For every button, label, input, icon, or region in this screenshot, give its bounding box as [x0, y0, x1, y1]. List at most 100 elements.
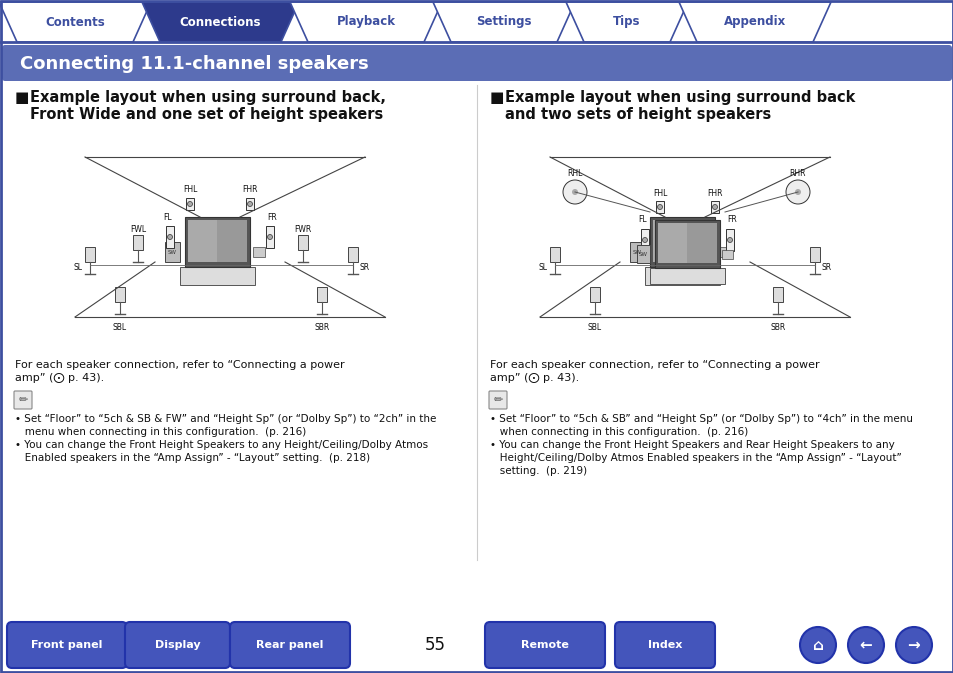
Circle shape: [727, 238, 732, 242]
Circle shape: [168, 234, 172, 240]
FancyBboxPatch shape: [649, 217, 714, 267]
Polygon shape: [433, 2, 575, 42]
Text: FL: FL: [638, 215, 647, 225]
FancyBboxPatch shape: [188, 220, 216, 262]
Text: ←: ←: [859, 637, 871, 653]
FancyBboxPatch shape: [710, 201, 719, 213]
Circle shape: [562, 180, 586, 204]
Text: and two sets of height speakers: and two sets of height speakers: [504, 107, 770, 122]
FancyBboxPatch shape: [721, 250, 732, 259]
Text: Appendix: Appendix: [723, 15, 785, 28]
Text: Tips: Tips: [613, 15, 640, 28]
Text: • You can change the Front Height Speakers to any Height/Ceiling/Dolby Atmos: • You can change the Front Height Speake…: [15, 440, 428, 450]
FancyBboxPatch shape: [230, 622, 350, 668]
Text: ■: ■: [490, 90, 504, 105]
Text: Index: Index: [647, 640, 681, 650]
FancyBboxPatch shape: [640, 229, 648, 251]
FancyBboxPatch shape: [166, 226, 173, 248]
Text: Connecting 11.1-channel speakers: Connecting 11.1-channel speakers: [20, 55, 369, 73]
Circle shape: [794, 189, 801, 195]
Text: • You can change the Front Height Speakers and Rear Height Speakers to any: • You can change the Front Height Speake…: [490, 440, 894, 450]
Text: 55: 55: [424, 636, 445, 654]
Circle shape: [267, 234, 273, 240]
Text: SL: SL: [537, 262, 547, 271]
Text: Front Wide and one set of height speakers: Front Wide and one set of height speaker…: [30, 107, 383, 122]
FancyBboxPatch shape: [246, 198, 253, 210]
FancyBboxPatch shape: [550, 247, 559, 262]
Text: SBR: SBR: [770, 322, 785, 332]
FancyBboxPatch shape: [125, 622, 230, 668]
Text: Rear panel: Rear panel: [256, 640, 323, 650]
Text: FWR: FWR: [294, 225, 312, 234]
FancyBboxPatch shape: [718, 247, 729, 257]
Text: FR: FR: [267, 213, 276, 221]
FancyBboxPatch shape: [644, 267, 720, 285]
FancyBboxPatch shape: [297, 235, 308, 250]
Circle shape: [572, 189, 578, 195]
Text: SW: SW: [168, 250, 176, 254]
Polygon shape: [679, 2, 830, 42]
FancyBboxPatch shape: [316, 287, 327, 302]
Text: Display: Display: [154, 640, 200, 650]
Text: ✏: ✏: [18, 395, 28, 405]
Text: Connections: Connections: [179, 15, 261, 28]
Text: menu when connecting in this configuration.  (p. 216): menu when connecting in this configurati…: [15, 427, 306, 437]
Text: Example layout when using surround back,: Example layout when using surround back,: [30, 90, 386, 105]
Text: SBL: SBL: [112, 322, 127, 332]
FancyBboxPatch shape: [185, 217, 250, 267]
Text: Enabled speakers in the “Amp Assign” - “Layout” setting.  (p. 218): Enabled speakers in the “Amp Assign” - “…: [15, 453, 370, 463]
Text: RHL: RHL: [567, 170, 582, 178]
FancyBboxPatch shape: [85, 247, 95, 262]
FancyBboxPatch shape: [652, 220, 681, 262]
FancyBboxPatch shape: [809, 247, 820, 262]
Circle shape: [188, 201, 193, 207]
FancyBboxPatch shape: [658, 223, 717, 263]
Circle shape: [657, 205, 661, 209]
Text: RHR: RHR: [789, 170, 805, 178]
Text: ⌂: ⌂: [812, 637, 822, 653]
Text: • Set “Floor” to “5ch & SB & FW” and “Height Sp” (or “Dolby Sp”) to “2ch” in the: • Set “Floor” to “5ch & SB & FW” and “He…: [15, 414, 436, 424]
Text: amp” (⨀ p. 43).: amp” (⨀ p. 43).: [490, 373, 578, 383]
FancyBboxPatch shape: [14, 391, 32, 409]
FancyBboxPatch shape: [649, 268, 724, 284]
Text: Remote: Remote: [520, 640, 568, 650]
FancyBboxPatch shape: [186, 198, 193, 210]
FancyBboxPatch shape: [656, 201, 663, 213]
Text: • Set “Floor” to “5ch & SB” and “Height Sp” (or “Dolby Sp”) to “4ch” in the menu: • Set “Floor” to “5ch & SB” and “Height …: [490, 414, 912, 424]
Circle shape: [641, 238, 647, 242]
FancyBboxPatch shape: [658, 223, 686, 263]
Polygon shape: [290, 2, 441, 42]
Circle shape: [800, 627, 835, 663]
Text: SL: SL: [73, 262, 82, 271]
Text: FHL: FHL: [183, 186, 197, 194]
Text: FHR: FHR: [706, 188, 722, 197]
FancyBboxPatch shape: [652, 220, 711, 262]
FancyBboxPatch shape: [132, 235, 143, 250]
Text: FR: FR: [726, 215, 736, 225]
FancyBboxPatch shape: [7, 622, 127, 668]
Text: FL: FL: [164, 213, 172, 221]
FancyBboxPatch shape: [180, 267, 254, 285]
FancyBboxPatch shape: [725, 229, 733, 251]
Circle shape: [247, 201, 253, 207]
FancyBboxPatch shape: [348, 247, 357, 262]
Text: Front panel: Front panel: [31, 640, 103, 650]
Text: Example layout when using surround back: Example layout when using surround back: [504, 90, 855, 105]
FancyBboxPatch shape: [589, 287, 599, 302]
FancyBboxPatch shape: [489, 391, 506, 409]
FancyBboxPatch shape: [165, 242, 180, 262]
Text: Playback: Playback: [336, 15, 395, 28]
Text: SBL: SBL: [587, 322, 601, 332]
Circle shape: [712, 205, 717, 209]
Circle shape: [847, 627, 883, 663]
Text: setting.  (p. 219): setting. (p. 219): [490, 466, 586, 476]
Text: amp” (⨀ p. 43).: amp” (⨀ p. 43).: [15, 373, 104, 383]
FancyBboxPatch shape: [188, 220, 247, 262]
Text: For each speaker connection, refer to “Connecting a power: For each speaker connection, refer to “C…: [15, 360, 344, 370]
Text: Contents: Contents: [45, 15, 105, 28]
FancyBboxPatch shape: [655, 220, 720, 268]
Text: FHL: FHL: [652, 188, 666, 197]
Text: SW: SW: [632, 250, 640, 254]
FancyBboxPatch shape: [2, 45, 951, 81]
Text: SBR: SBR: [314, 322, 330, 332]
